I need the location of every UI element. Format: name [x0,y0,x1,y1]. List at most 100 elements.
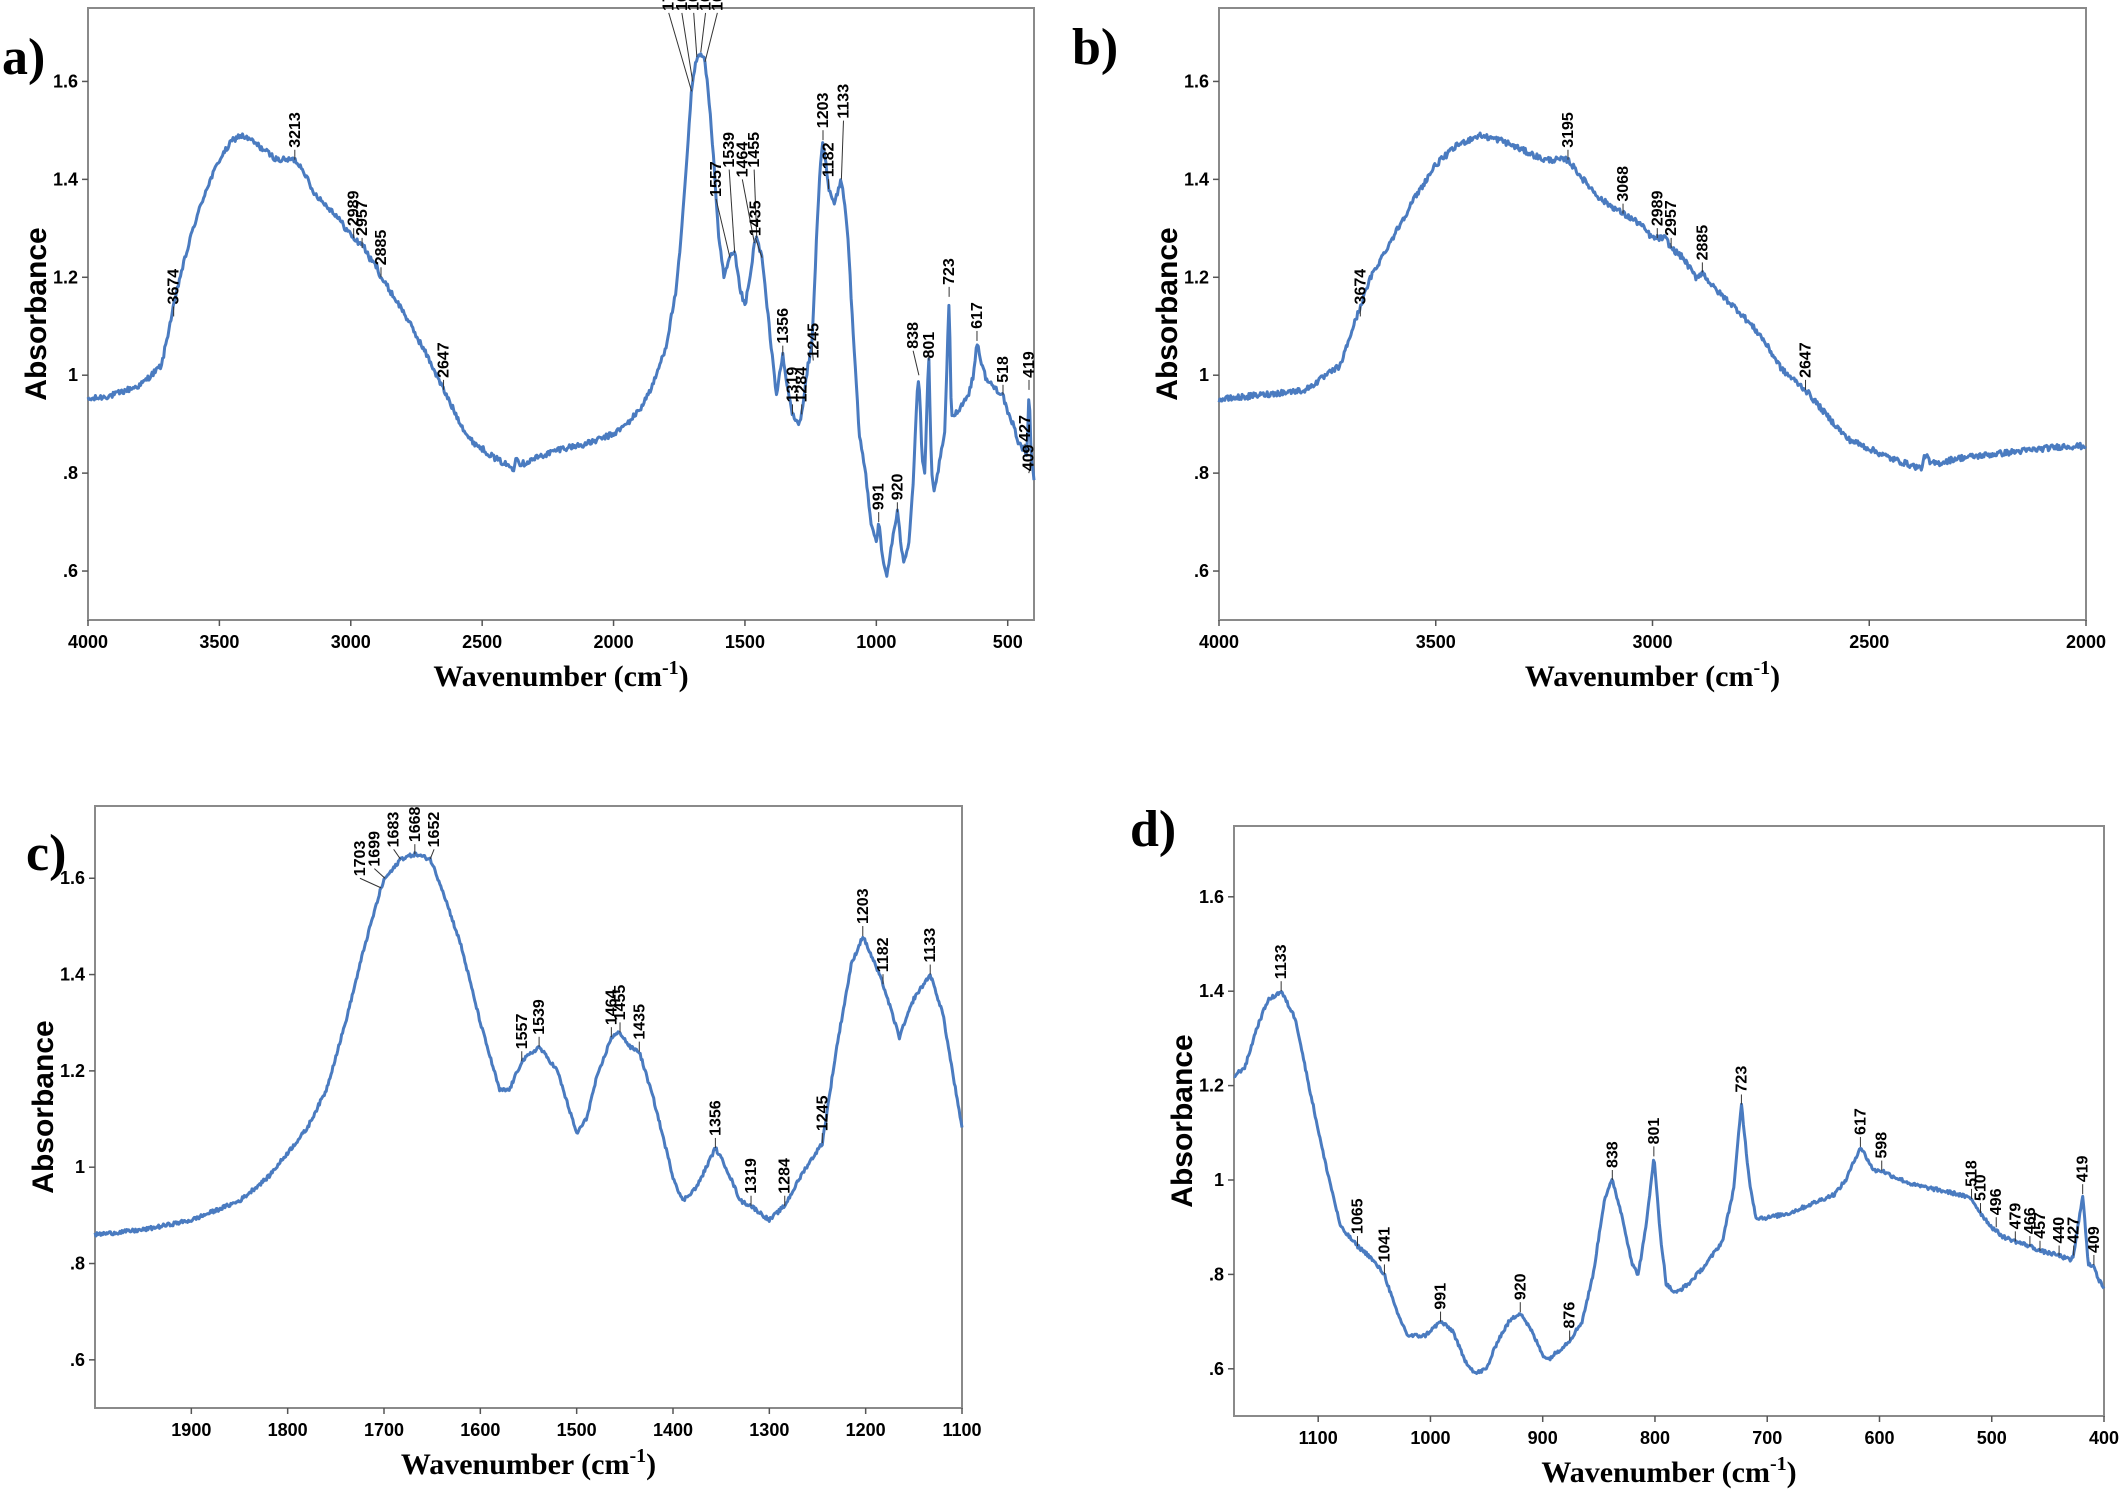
peak-label: 723 [1733,1066,1750,1093]
peak-leader-line [912,350,920,376]
y-tick-label: .6 [1194,561,1209,581]
chart-svg: .6 .8 1 1.2 1.4 1.6 4000 3500 3000 2500 2000 Wavenu… [1151,7,2106,693]
x-tick-label: 700 [1752,1428,1782,1448]
peak-leader-line [840,120,844,180]
x-tick-label: 3000 [331,632,371,652]
peak-leader-line [754,237,763,258]
peak-label: 1652 [426,812,443,848]
y-tick-label: 1.6 [1184,71,1209,91]
peak-label: 440 [2051,1217,2068,1244]
peak-label: 617 [1852,1108,1869,1135]
peak-label: 1703 [661,0,678,11]
peak-leader-line [741,179,755,244]
x-tick-label: 600 [1864,1428,1894,1448]
peak-label: 1699 [366,831,383,867]
x-tick-label: 1200 [846,1420,886,1440]
peak-label: 3674 [1352,269,1369,305]
x-tick-label: 1600 [460,1420,500,1440]
peak-label: 457 [2032,1212,2049,1239]
peak-leader-line [715,198,731,258]
peak-leader-line [1024,443,1028,454]
peak-label: 1245 [805,323,822,359]
y-tick-label: 1.6 [1199,887,1224,907]
peak-label: 419 [2075,1155,2092,1182]
peak-label: 1133 [922,928,939,963]
peak-label: 466 [2022,1207,2039,1234]
x-axis-title: Wavenumber (cm-1) [401,1445,656,1481]
peak-label: 1133 [835,84,852,119]
peak-label: 991 [1433,1283,1450,1310]
spectrum-line [93,851,964,1238]
x-tick-label: 1100 [942,1420,981,1440]
peak-label: 1668 [407,806,424,842]
chart-svg: .6 .8 1 1.2 1.4 1.6 1900 1800 1700 1600 1500 1400 13… [27,805,982,1481]
peak-label: 1703 [352,841,369,877]
x-axis-title: Wavenumber (cm-1) [1541,1453,1796,1489]
peak-label: 2647 [1798,342,1815,378]
x-tick-label: 1400 [653,1420,693,1440]
peak-label: 876 [1562,1302,1579,1329]
peak-leader-line [393,849,401,860]
peak-label: 1455 [612,985,629,1021]
y-tick-label: .6 [70,1350,85,1370]
peak-label: 1668 [698,0,715,11]
y-tick-label: .8 [63,463,78,483]
peak-label: 1041 [1376,1227,1393,1263]
x-axis-title: Wavenumber (cm-1) [1525,657,1780,693]
peak-label: 1539 [531,999,548,1035]
y-tick-label: 1.4 [1199,981,1224,1001]
y-tick-label: 1.2 [1199,1076,1224,1096]
chart-svg: .6 .8 1 1.2 1.4 1.6 1100 1000 900 800 700 600 500 400… [1166,825,2119,1489]
y-tick-label: 1 [75,1157,85,1177]
peak-label: 801 [921,332,938,359]
y-tick-label: 1.2 [60,1061,85,1081]
x-tick-label: 1800 [268,1420,308,1440]
x-tick-label: 4000 [68,632,108,652]
x-tick-label: 500 [1977,1428,2007,1448]
y-tick-label: .8 [1194,463,1209,483]
x-tick-label: 1700 [364,1420,404,1440]
peak-leader-line [811,345,814,361]
x-tick-label: 800 [1640,1428,1670,1448]
x-tick-label: 1000 [1410,1428,1450,1448]
x-axis-title: Wavenumber (cm-1) [433,657,688,693]
y-tick-label: 1.4 [60,965,85,985]
plot-frame [94,805,963,1409]
x-tick-label: 2500 [1849,632,1889,652]
y-tick-label: 1 [1199,365,1209,385]
peak-label: 1319 [743,1158,760,1194]
peak-label: 1464 [603,989,620,1025]
peak-label: 2885 [373,230,390,266]
x-tick-label: 500 [993,632,1023,652]
peak-label: 518 [995,356,1012,383]
peak-leader-line [359,877,382,889]
x-tick-label: 2000 [2066,632,2106,652]
peak-label: 1557 [708,161,725,197]
y-tick-label: 1 [68,365,78,385]
x-tick-label: 1300 [749,1420,789,1440]
chart-panel-c: c) .6 .8 1 1.2 1.4 1.6 1900 1800 1700 1600 1500 140… [0,780,1064,1501]
x-tick-label: 3000 [1632,632,1672,652]
peak-leader-line [693,12,698,57]
plot-frame [1218,7,2087,621]
peak-label: 1539 [721,132,738,168]
peak-label: 2957 [354,200,371,236]
peak-leader-line [704,12,718,62]
peak-label: 991 [871,483,888,510]
peak-label: 419 [1021,351,1038,378]
chart-panel-d: d) .6 .8 1 1.2 1.4 1.6 1100 1000 900 800 700 600 500… [1064,780,2128,1501]
spectrum-line [86,52,1036,578]
x-tick-label: 1500 [725,632,765,652]
peak-label: 2989 [1649,190,1666,226]
y-tick-label: .8 [1209,1264,1224,1284]
chart-svg: .6 .8 1 1.2 1.4 1.6 4000 3500 3000 2500 2000 1500 10… [20,0,1038,693]
x-tick-label: 400 [2089,1428,2119,1448]
peak-label: 427 [1017,415,1034,442]
y-tick-label: 1 [1214,1170,1224,1190]
spectrum-line [1233,990,2106,1375]
chart-panel-b: b) .6 .8 1 1.2 1.4 1.6 4000 3500 3000 2500 2000 Wav… [1064,0,2128,700]
peak-label: 1652 [709,0,726,11]
x-tick-label: 1000 [856,632,896,652]
peak-label: 1182 [875,937,892,972]
peak-label: 2989 [346,190,363,226]
